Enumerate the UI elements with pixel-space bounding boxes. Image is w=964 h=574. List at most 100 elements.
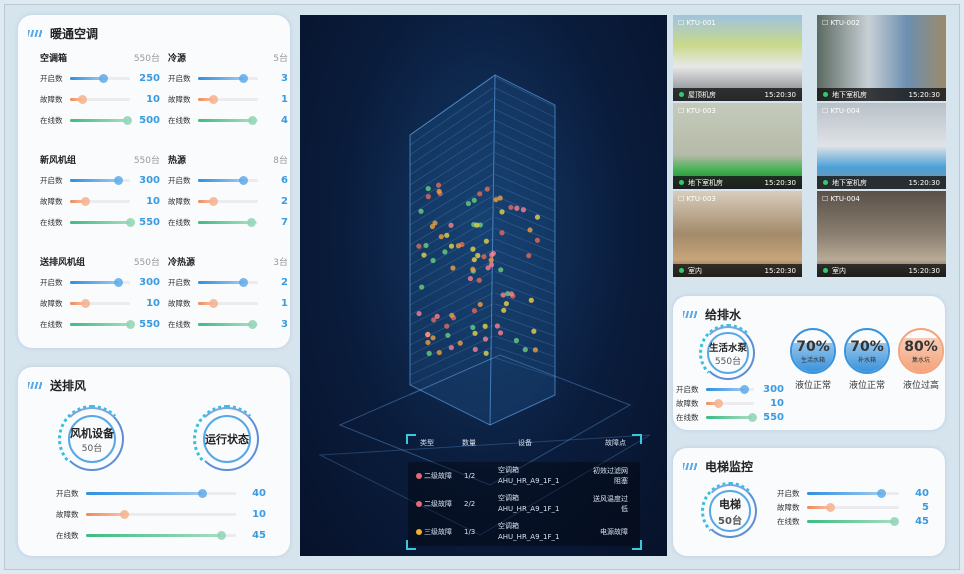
device-marker[interactable] xyxy=(435,182,442,188)
device-marker[interactable] xyxy=(421,252,427,258)
device-marker[interactable] xyxy=(499,209,505,215)
panel-title: 送排风 xyxy=(28,377,86,394)
device-marker[interactable] xyxy=(425,194,431,200)
device-marker[interactable] xyxy=(450,265,456,271)
device-marker[interactable] xyxy=(425,185,431,192)
camera-feed[interactable]: ☐ KTU-004 室内 15:20:30 xyxy=(817,191,946,277)
device-marker[interactable] xyxy=(498,267,504,273)
device-marker[interactable] xyxy=(448,243,455,249)
device-marker[interactable] xyxy=(425,332,431,338)
device-marker[interactable] xyxy=(488,257,494,263)
device-marker[interactable] xyxy=(474,222,480,228)
device-marker[interactable] xyxy=(526,253,532,259)
device-marker[interactable] xyxy=(471,308,478,314)
device-marker[interactable] xyxy=(528,297,534,303)
run-status-ring[interactable]: 运行状态 xyxy=(193,405,261,473)
device-marker[interactable] xyxy=(494,323,500,329)
camera-feed[interactable]: ☐ KTU-001 屋顶机房 15:20:30 xyxy=(673,15,802,101)
device-marker[interactable] xyxy=(490,250,496,256)
device-marker[interactable] xyxy=(513,337,520,344)
device-marker[interactable] xyxy=(470,246,476,252)
camera-feed[interactable]: ☐ KTU-003 地下室机房 15:20:30 xyxy=(673,103,802,189)
device-marker[interactable] xyxy=(448,344,454,351)
device-marker[interactable] xyxy=(482,323,488,329)
device-marker[interactable] xyxy=(471,257,477,263)
device-marker[interactable] xyxy=(434,313,440,319)
camera-feed[interactable]: ☐ KTU-004 地下室机房 15:20:30 xyxy=(817,103,946,189)
device-marker[interactable] xyxy=(470,324,476,331)
device-marker[interactable] xyxy=(520,207,527,213)
stat-bar xyxy=(807,502,899,512)
device-marker[interactable] xyxy=(470,266,476,272)
device-marker[interactable] xyxy=(534,214,541,220)
device-marker[interactable] xyxy=(514,205,520,211)
device-marker[interactable] xyxy=(505,291,511,297)
alarm-row[interactable]: 二级故障 2/2 空调箱 AHU_HR_A9_1F_1 送风温度过低 xyxy=(408,490,640,518)
device-marker[interactable] xyxy=(508,291,515,297)
camera-feed[interactable]: ☐ KTU-003 室内 15:20:30 xyxy=(673,191,802,277)
device-marker[interactable] xyxy=(477,191,483,197)
online-dot-icon xyxy=(823,91,828,97)
building-3d-view[interactable] xyxy=(300,15,667,556)
device-marker[interactable] xyxy=(425,339,431,346)
device-marker[interactable] xyxy=(508,204,514,211)
device-marker[interactable] xyxy=(477,301,483,308)
device-marker[interactable] xyxy=(418,208,424,214)
device-marker[interactable] xyxy=(531,328,537,334)
device-marker[interactable] xyxy=(503,301,509,307)
device-marker[interactable] xyxy=(416,310,422,317)
device-marker[interactable] xyxy=(500,292,506,298)
device-marker[interactable] xyxy=(476,277,482,283)
device-marker[interactable] xyxy=(499,230,505,236)
device-marker[interactable] xyxy=(444,323,450,329)
device-marker[interactable] xyxy=(442,249,448,255)
device-marker[interactable] xyxy=(483,350,489,356)
device-marker[interactable] xyxy=(527,227,533,233)
device-marker[interactable] xyxy=(445,332,451,338)
stat-value: 300 xyxy=(763,383,784,395)
device-marker[interactable] xyxy=(436,349,442,356)
device-marker[interactable] xyxy=(431,317,437,323)
alarm-row[interactable]: 二级故障 1/2 空调箱 AHU_HR_A9_1F_1 初效过滤网阻塞 xyxy=(408,462,640,490)
stat-label: 在线数 xyxy=(40,320,63,329)
device-marker[interactable] xyxy=(488,262,495,268)
device-marker[interactable] xyxy=(467,275,474,282)
device-marker[interactable] xyxy=(534,237,540,243)
device-marker[interactable] xyxy=(416,243,422,249)
device-marker[interactable] xyxy=(481,254,487,260)
device-marker[interactable] xyxy=(483,238,489,244)
device-marker[interactable] xyxy=(482,336,489,342)
bar-knob xyxy=(740,384,750,394)
device-marker[interactable] xyxy=(423,242,429,249)
device-marker[interactable] xyxy=(475,252,481,259)
device-marker[interactable] xyxy=(472,330,478,336)
device-marker[interactable] xyxy=(430,257,436,264)
device-marker[interactable] xyxy=(438,234,444,240)
device-marker[interactable] xyxy=(455,243,462,249)
device-marker[interactable] xyxy=(457,340,463,346)
device-marker[interactable] xyxy=(432,220,438,226)
device-marker[interactable] xyxy=(493,197,499,203)
device-marker[interactable] xyxy=(430,335,436,341)
elevator-name: 电梯 xyxy=(719,497,741,511)
device-marker[interactable] xyxy=(497,195,503,201)
device-marker[interactable] xyxy=(444,232,450,238)
device-marker[interactable] xyxy=(426,350,432,356)
device-marker[interactable] xyxy=(484,186,490,192)
device-marker[interactable] xyxy=(465,200,472,207)
device-marker[interactable] xyxy=(501,307,507,313)
device-marker[interactable] xyxy=(448,222,454,228)
device-marker[interactable] xyxy=(471,197,477,203)
hvac-panel: 暖通空调 空调箱 550台 开启数 250 故障数 10 在线数 500 冷源 5台… xyxy=(18,15,290,348)
device-marker[interactable] xyxy=(497,330,504,336)
device-marker[interactable] xyxy=(522,347,528,353)
alarm-row[interactable]: 三级故障 1/3 空调箱 AHU_HR_A9_1F_1 电源故障 xyxy=(408,518,640,546)
device-marker[interactable] xyxy=(485,265,491,271)
device-marker[interactable] xyxy=(436,188,442,194)
device-marker[interactable] xyxy=(449,312,455,318)
camera-checkbox-icon: ☐ xyxy=(678,107,687,115)
device-marker[interactable] xyxy=(419,284,425,290)
device-marker[interactable] xyxy=(532,347,538,353)
camera-feed[interactable]: ☐ KTU-002 地下室机房 15:20:30 xyxy=(817,15,946,101)
device-marker[interactable] xyxy=(472,346,478,353)
